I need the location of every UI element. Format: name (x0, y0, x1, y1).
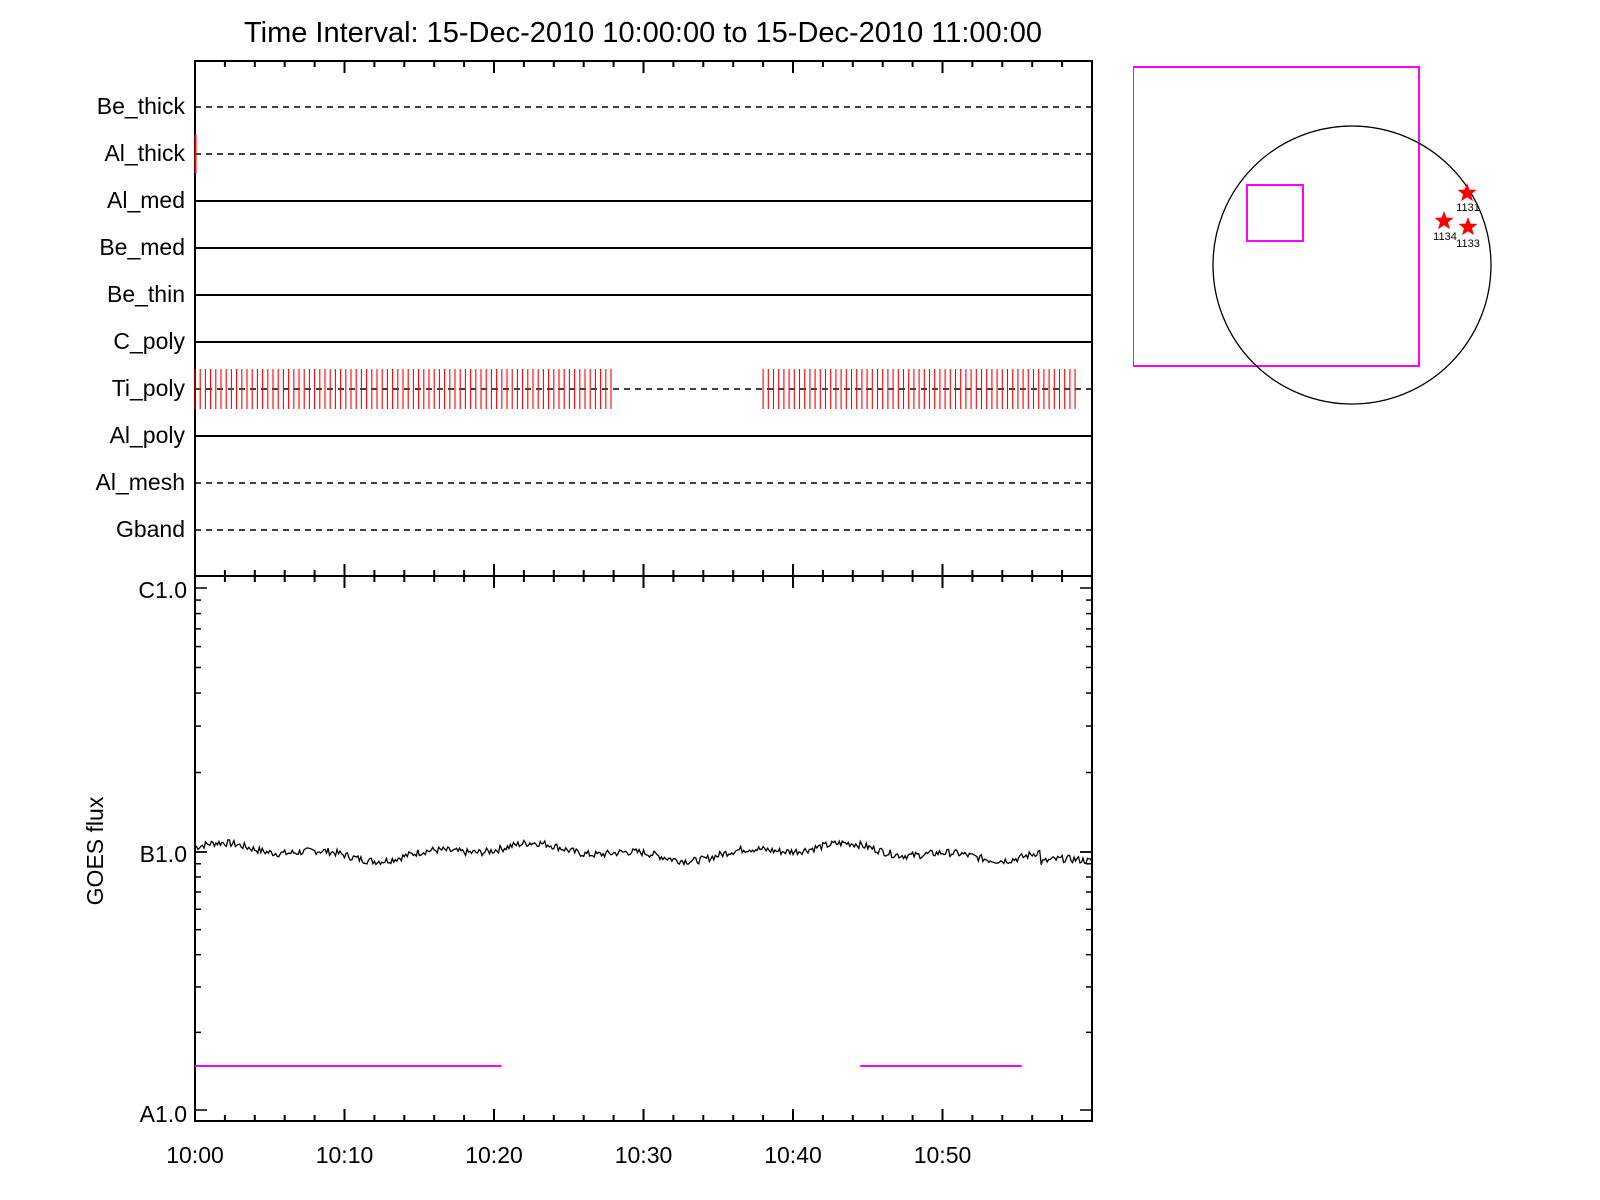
channel-label: Al_thick (104, 140, 185, 166)
y-tick-label-b1: B1.0 (140, 841, 187, 867)
fov-box-left-mask (1128, 62, 1133, 372)
small-fov-box (1246, 184, 1304, 242)
active-region-label-1133: 1133 (1456, 238, 1480, 250)
channel-label: Be_med (99, 234, 185, 260)
channel-label: Gband (116, 516, 185, 542)
channel-labels: Be_thick Al_thick Al_med Be_med Be_thin C_pol… (96, 93, 186, 542)
y-tick-label-a1: A1.0 (140, 1101, 187, 1127)
channel-label: Al_poly (110, 422, 186, 448)
chart-title: Time Interval: 15-Dec-2010 10:00:00 to 1… (244, 17, 1042, 49)
goes-flux-series (194, 838, 1093, 867)
x-tick-label: 10:50 (914, 1142, 972, 1168)
goes-y-ticks (195, 587, 1092, 1111)
goes-x-ticks (194, 576, 1093, 1121)
x-tick-label: 10:30 (615, 1142, 673, 1168)
channel-label: Be_thin (107, 281, 185, 307)
y-axis-label: GOES flux (82, 796, 108, 905)
channel-label: Al_mesh (96, 469, 185, 495)
active-region-label-1134: 1134 (1433, 231, 1457, 243)
active-region-star (1458, 217, 1478, 236)
active-region-star (1457, 183, 1477, 202)
x-tick-label: 10:20 (465, 1142, 523, 1168)
attenuator-panel: Be_thick Al_thick Al_med Be_med Be_thin C_pol… (96, 60, 1093, 577)
goes-panel: GOES flux A1.0 B1.0 C1.0 (82, 575, 1093, 1127)
channel-label: Ti_poly (112, 375, 186, 401)
channel-lines (195, 106, 1092, 531)
x-tick-label: 10:40 (764, 1142, 822, 1168)
active-region-star (1434, 211, 1454, 230)
disk-map: 1131 1134 1133 (1128, 62, 1492, 405)
fov-box (1132, 66, 1420, 367)
channel-label: Be_thick (97, 93, 186, 119)
solar-disk (1212, 125, 1492, 405)
active-region-label-1131: 1131 (1456, 202, 1480, 214)
attenuator-x-ticks (194, 61, 1093, 576)
x-tick-labels: 10:00 10:10 10:20 10:30 10:40 10:50 (166, 1142, 971, 1168)
channel-label: Al_med (107, 187, 185, 213)
y-tick-label-c1: C1.0 (138, 577, 187, 603)
channel-label: C_poly (113, 328, 185, 354)
attenuator-panel-frame (194, 60, 1093, 577)
active-region-markers (1434, 183, 1478, 236)
x-tick-label: 10:00 (166, 1142, 224, 1168)
x-tick-label: 10:10 (316, 1142, 374, 1168)
ti-poly-activity-marks (194, 369, 1076, 409)
